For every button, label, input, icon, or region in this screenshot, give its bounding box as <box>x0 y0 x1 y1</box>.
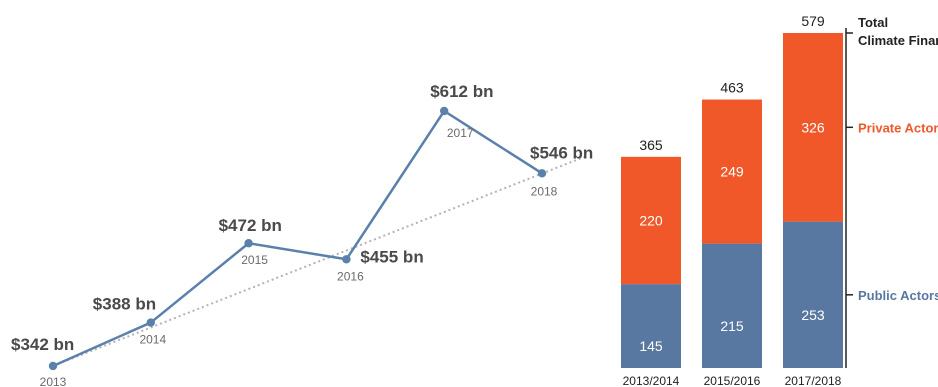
total-value-2015/2016: 463 <box>720 80 744 96</box>
bar-private-2017/2018 <box>783 33 843 222</box>
category-label-2017/2018: 2017/2018 <box>785 374 842 387</box>
bar-public-2015/2016 <box>702 243 762 368</box>
legend-total-climate-finance: Total Climate Finance <box>858 15 938 48</box>
year-label-2017: 2017 <box>447 126 474 140</box>
total-value-2013/2014: 365 <box>639 137 663 153</box>
series-line <box>52 109 543 368</box>
year-label-2015: 2015 <box>241 253 268 267</box>
value-label-2014: $388 bn <box>93 295 156 314</box>
legend-public-actors: Public Actors <box>858 288 938 303</box>
bar-private-2015/2016 <box>702 99 762 244</box>
public-value-2017/2018: 253 <box>801 307 825 323</box>
line-chart: $342 bn 2013 $388 bn 2014 $472 bn 2015 $455 bn… <box>11 82 593 387</box>
total-value-2017/2018: 579 <box>801 13 825 29</box>
private-value-2013/2014: 220 <box>639 212 663 228</box>
legend-total-line-1: Total <box>858 15 888 30</box>
year-label-2014: 2014 <box>139 333 166 347</box>
bar-public-2017/2018 <box>783 221 843 368</box>
year-label-2016: 2016 <box>337 269 364 283</box>
category-label-2013/2014: 2013/2014 <box>623 374 680 387</box>
line-labels: $342 bn 2013 $388 bn 2014 $472 bn 2015 $455 bn… <box>11 82 593 387</box>
legend-total-line-2: Climate Finance <box>858 33 938 48</box>
line-point-2018 <box>537 169 547 178</box>
private-value-2017/2018: 326 <box>801 119 825 135</box>
public-value-2015/2016: 215 <box>720 318 744 334</box>
line-point-2016 <box>342 255 351 264</box>
value-label-2017: $612 bn <box>430 82 493 101</box>
bars: 145 220 365 2013/2014 215 249 463 2015/2016 253 3… <box>621 13 843 387</box>
line-point-2013 <box>48 361 58 371</box>
year-label-2013: 2013 <box>40 375 67 387</box>
bar-legend: Total Climate Finance Private Actors Pub… <box>846 15 938 303</box>
stacked-bar-chart: 145 220 365 2013/2014 215 249 463 2015/2016 253 3… <box>621 13 938 387</box>
line-point-2015 <box>244 239 253 248</box>
line-points <box>48 106 547 371</box>
legend-private-actors: Private Actors <box>858 120 938 135</box>
category-label-2015/2016: 2015/2016 <box>704 374 761 387</box>
bar-private-2013/2014 <box>621 156 681 285</box>
bar-public-2013/2014 <box>621 284 681 368</box>
trend-line <box>52 156 585 367</box>
value-label-2013: $342 bn <box>11 335 74 354</box>
value-label-2015: $472 bn <box>219 216 282 235</box>
value-label-2016: $455 bn <box>360 247 423 266</box>
line-point-2017 <box>440 106 449 116</box>
value-label-2018: $546 bn <box>530 143 593 162</box>
line-point-2014 <box>146 318 155 327</box>
public-value-2013/2014: 145 <box>639 338 663 354</box>
private-value-2015/2016: 249 <box>720 164 744 180</box>
year-label-2018: 2018 <box>531 184 558 198</box>
